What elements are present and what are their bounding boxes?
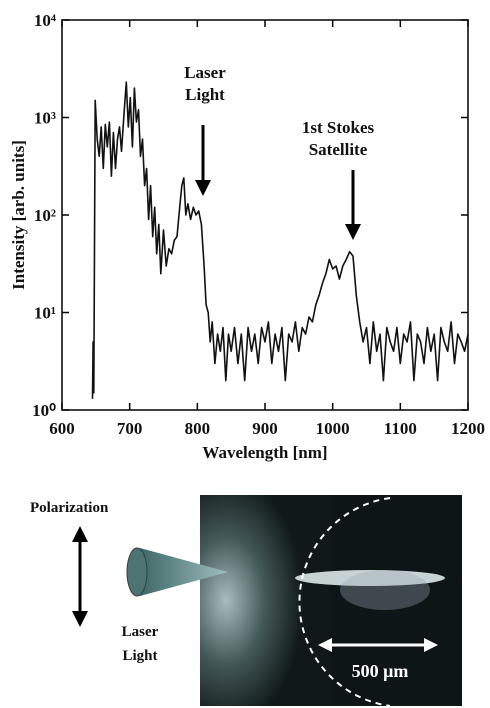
x-tick-label: 800: [185, 419, 211, 438]
x-tick-label: 900: [252, 419, 278, 438]
plot-frame: [61, 19, 469, 411]
laser-cone: [140, 548, 228, 596]
x-axis-label: Wavelength [nm]: [202, 443, 327, 462]
laser-light-label: Laser: [122, 624, 159, 640]
y-tick-label: 10¹: [34, 304, 56, 323]
y-tick-label: 10³: [34, 109, 56, 128]
filament: [295, 570, 445, 586]
scale-bar-label: 500 μm: [352, 661, 409, 681]
annotation: Satellite: [309, 140, 368, 159]
annotation: 1st Stokes: [302, 118, 375, 137]
y-tick-label: 10⁰: [32, 401, 56, 420]
dashed-circle: [298, 497, 391, 707]
cone-base: [126, 547, 148, 597]
x-tick-label: 1100: [384, 419, 417, 438]
y-tick-label: 10⁴: [34, 11, 56, 30]
y-axis-label: Intensity [arb. units]: [9, 140, 28, 290]
x-tick-label: 1200: [451, 419, 485, 438]
x-tick-label: 700: [117, 419, 143, 438]
annotation-arrowhead: [345, 224, 361, 240]
scale-bar-arrowheads: [318, 638, 438, 652]
x-tick-label: 600: [49, 419, 75, 438]
x-tick-label: 1000: [316, 419, 350, 438]
annotation: Laser: [184, 63, 226, 82]
diagram: Polarization Laser Light 500 μm: [30, 495, 462, 707]
filament-glow: [340, 570, 430, 610]
chart: 10⁰ 10¹ 10² 10³ 10⁴ 600 700 800 900 1000 1100 1200 W…: [9, 11, 485, 462]
y-tick-label: 10²: [34, 206, 56, 225]
annotation: Light: [185, 85, 225, 104]
laser-light-label: Light: [122, 648, 157, 664]
plasma-glow: [200, 495, 330, 706]
annotation-arrowhead: [195, 180, 211, 196]
spectrum-line: [91, 81, 469, 399]
polarization-label: Polarization: [30, 500, 109, 516]
